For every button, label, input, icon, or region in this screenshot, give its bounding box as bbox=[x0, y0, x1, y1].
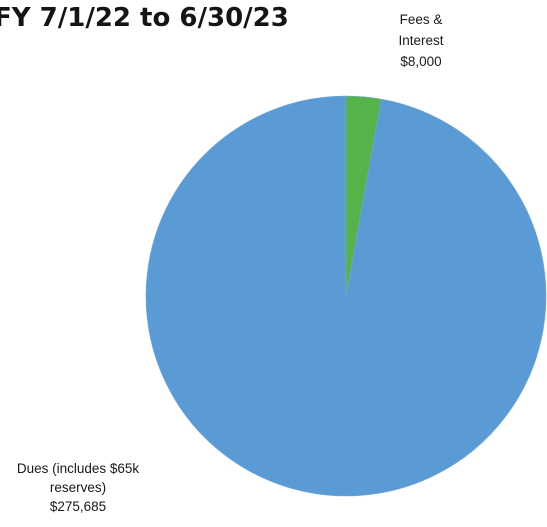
slice-labels: Dues (includes $65k reserves) $275,685 Fees… bbox=[17, 12, 444, 514]
slice-label-line: Dues (includes $65k bbox=[17, 461, 140, 476]
slice-label-line: $8,000 bbox=[400, 54, 441, 69]
slice-label-line: $275,685 bbox=[50, 499, 106, 514]
pie-slice-fees-interest bbox=[345, 95, 382, 297]
slice-label-line: Fees & bbox=[400, 12, 443, 27]
slice-label-line: reserves) bbox=[50, 480, 106, 495]
slice-label-fees-interest: Fees & Interest $8,000 bbox=[398, 12, 443, 69]
slice-label-dues: Dues (includes $65k reserves) $275,685 bbox=[17, 461, 140, 514]
chart-title: FY 7/1/22 to 6/30/23 bbox=[0, 3, 289, 33]
slice-label-line: Interest bbox=[398, 33, 443, 48]
pie-slices bbox=[145, 95, 547, 497]
pie-slice-dues bbox=[145, 95, 547, 497]
